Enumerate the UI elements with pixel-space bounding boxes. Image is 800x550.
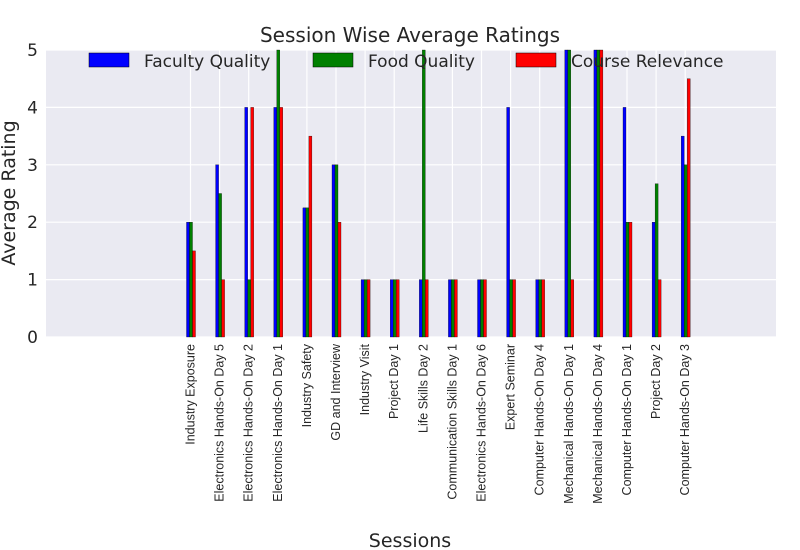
x-tick-label: Computer Hands-On Day 1 xyxy=(620,344,634,496)
bar-food-quality xyxy=(625,222,630,338)
bar-faculty-quality xyxy=(622,107,627,338)
y-tick-label: 5 xyxy=(27,41,38,61)
legend-label: Course Relevance xyxy=(571,52,724,72)
bar-course-relevance xyxy=(396,279,400,338)
bar-faculty-quality xyxy=(651,222,656,338)
x-tick-label: Mechanical Hands-On Day 1 xyxy=(562,344,576,504)
bar-faculty-quality xyxy=(215,164,219,338)
bar-faculty-quality xyxy=(331,164,336,338)
legend-swatch xyxy=(312,52,354,68)
x-tick-labels: Industry Exposure Electronics Hands-On Da… xyxy=(184,343,693,504)
legend-swatch xyxy=(88,52,130,68)
x-tick-label: Industry Exposure xyxy=(184,344,198,445)
bar-course-relevance xyxy=(250,107,254,338)
bar-course-relevance xyxy=(279,107,283,338)
x-tick-label: Electronics Hands-On Day 2 xyxy=(242,344,256,502)
bar-food-quality xyxy=(363,279,368,338)
x-tick-label: Life Skills Day 2 xyxy=(416,344,430,433)
bar-food-quality xyxy=(654,183,659,338)
bar-course-relevance xyxy=(337,222,342,338)
legend: Faculty Quality Food Quality Course Releva… xyxy=(88,52,724,72)
bar-food-quality xyxy=(451,279,455,338)
x-tick-label: Electronics Hands-On Day 6 xyxy=(475,344,489,502)
bar-course-relevance xyxy=(192,250,196,338)
bar-faculty-quality xyxy=(681,135,685,338)
bar-faculty-quality xyxy=(302,207,307,338)
bar-faculty-quality xyxy=(244,107,248,338)
y-tick-label: 3 xyxy=(27,156,38,176)
legend-label: Food Quality xyxy=(368,52,475,72)
bar-food-quality xyxy=(305,207,310,338)
x-tick-label: Electronics Hands-On Day 5 xyxy=(213,344,227,502)
bar-food-quality xyxy=(509,279,513,338)
bar-food-quality xyxy=(538,279,542,338)
bar-course-relevance xyxy=(221,279,225,338)
x-tick-label: Electronics Hands-On Day 1 xyxy=(271,344,285,502)
bar-course-relevance xyxy=(541,279,545,338)
x-tick-label: Mechanical Hands-On Day 4 xyxy=(591,344,605,504)
legend-label: Faculty Quality xyxy=(144,52,270,72)
bar-food-quality xyxy=(334,164,339,338)
bar-faculty-quality xyxy=(273,107,277,338)
bar-course-relevance xyxy=(308,135,313,338)
legend-swatch xyxy=(515,52,557,68)
bar-food-quality xyxy=(189,222,193,338)
bar-faculty-quality xyxy=(535,279,539,338)
bar-food-quality xyxy=(596,49,601,338)
y-tick-label: 0 xyxy=(27,328,38,348)
bar-faculty-quality xyxy=(186,222,190,338)
bar-course-relevance xyxy=(657,279,662,338)
x-tick-label: Computer Hands-On Day 4 xyxy=(533,344,547,496)
bar-food-quality xyxy=(218,193,222,338)
bar-food-quality xyxy=(480,279,484,338)
y-tick-label: 4 xyxy=(27,98,38,118)
x-tick-label: Project Day 2 xyxy=(649,344,663,419)
bar-faculty-quality xyxy=(448,279,452,338)
x-tick-label: Industry Visit xyxy=(358,343,372,415)
x-tick-label: Expert Seminar xyxy=(504,344,518,430)
bar-food-quality xyxy=(422,49,426,338)
bar-food-quality xyxy=(276,49,280,338)
y-tick-label: 2 xyxy=(27,213,38,233)
bar-food-quality xyxy=(684,164,688,338)
x-axis-label: Sessions xyxy=(369,530,451,550)
bar-course-relevance xyxy=(425,279,429,338)
bar-course-relevance xyxy=(512,279,516,338)
bar-faculty-quality xyxy=(593,49,598,338)
bar-course-relevance xyxy=(454,279,458,338)
bar-faculty-quality xyxy=(477,279,481,338)
x-tick-label: Computer Hands-On Day 3 xyxy=(678,344,692,496)
y-axis-label: Average Rating xyxy=(0,120,20,265)
y-tick-label: 1 xyxy=(27,271,38,291)
bars xyxy=(186,49,691,338)
bar-food-quality xyxy=(567,49,571,338)
plot-background xyxy=(46,50,776,337)
x-tick-label: Project Day 1 xyxy=(387,344,401,419)
bar-faculty-quality xyxy=(390,279,394,338)
bar-faculty-quality xyxy=(506,107,510,338)
bar-faculty-quality xyxy=(419,279,423,338)
bar-course-relevance xyxy=(366,279,371,338)
bar-course-relevance xyxy=(687,78,691,338)
bar-faculty-quality xyxy=(564,49,568,338)
bar-course-relevance xyxy=(628,222,633,338)
bar-course-relevance xyxy=(483,279,487,338)
bar-course-relevance xyxy=(570,279,574,338)
x-tick-label: Industry Safety xyxy=(300,343,314,427)
chart-title: Session Wise Average Ratings xyxy=(260,23,560,47)
bar-food-quality xyxy=(247,279,251,338)
x-tick-label: GD and Interview xyxy=(329,343,343,441)
bar-food-quality xyxy=(393,279,397,338)
bar-course-relevance xyxy=(599,49,604,338)
bar-faculty-quality xyxy=(360,279,365,338)
y-tick-labels: 0 1 2 3 4 5 xyxy=(27,41,38,348)
x-tick-label: Communication Skills Day 1 xyxy=(445,344,459,500)
